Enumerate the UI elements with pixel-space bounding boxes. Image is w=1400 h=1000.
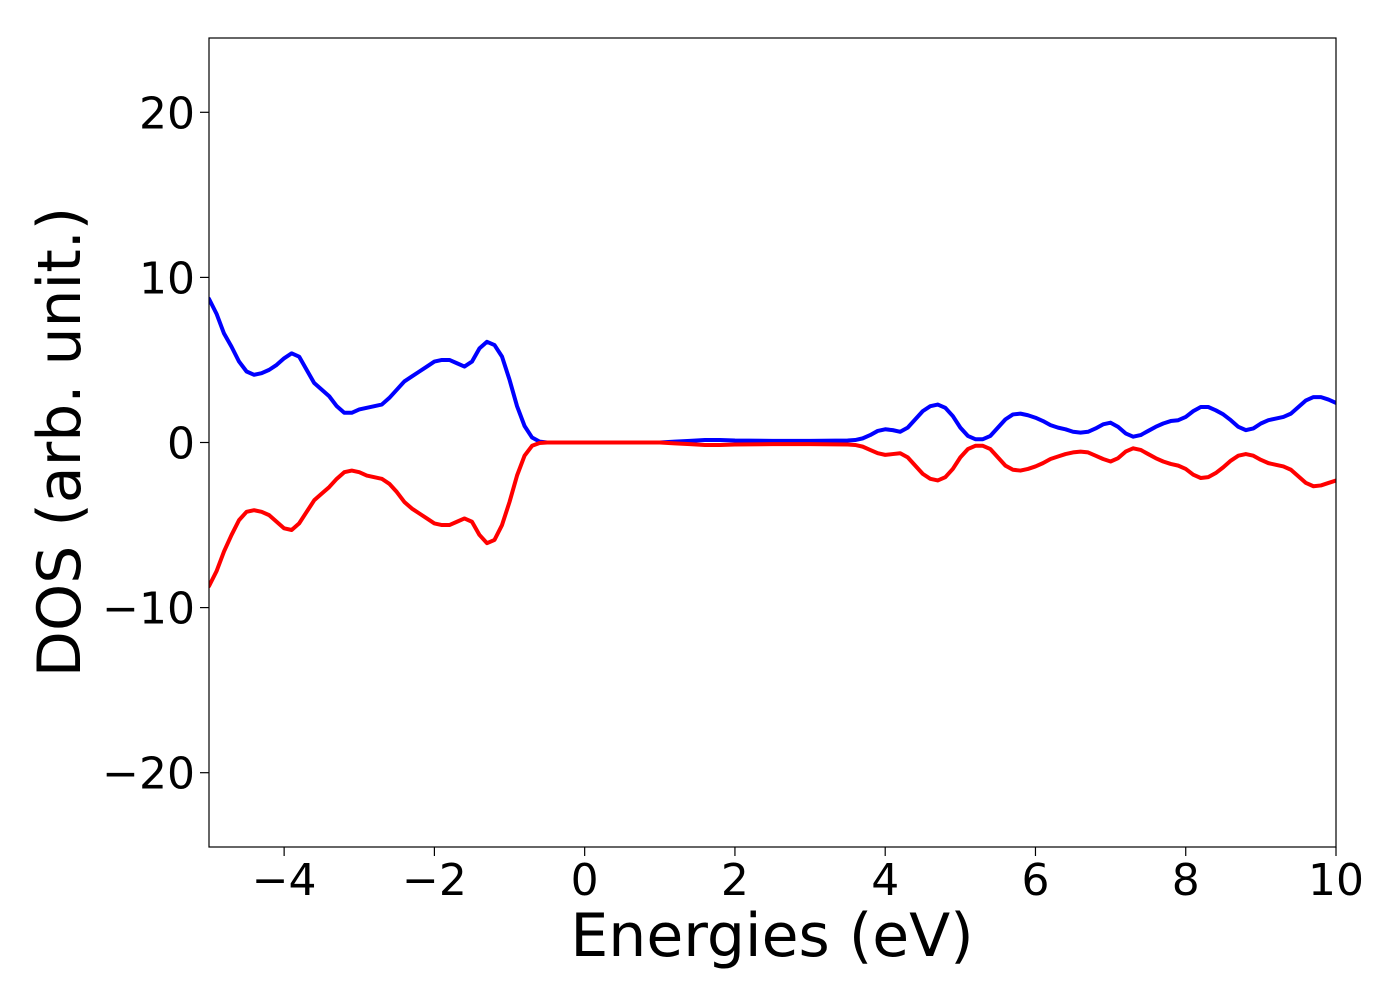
series-line-1 <box>209 296 1336 445</box>
y-tick-label: −20 <box>102 749 195 800</box>
x-tick-label: 4 <box>871 855 899 906</box>
x-tick-label: −2 <box>402 855 467 906</box>
y-tick-label: −10 <box>102 584 195 635</box>
series-line-2 <box>209 440 1336 589</box>
y-tick-label: 0 <box>167 419 195 470</box>
x-axis-label: Energies (eV) <box>570 901 973 971</box>
x-tick-label: −4 <box>252 855 317 906</box>
y-tick-label: 10 <box>139 253 195 304</box>
y-axis-ticks: −20 −10 0 10 20 <box>102 88 209 800</box>
x-tick-label: 8 <box>1172 855 1200 906</box>
x-tick-label: 0 <box>571 855 599 906</box>
x-tick-label: 2 <box>721 855 749 906</box>
series-layer <box>209 296 1336 589</box>
x-tick-label: 10 <box>1308 855 1364 906</box>
x-axis-ticks: −4 −2 0 2 4 6 8 10 <box>252 847 1364 906</box>
x-tick-label: 6 <box>1021 855 1049 906</box>
y-axis-label: DOS (arb. unit.) <box>25 207 95 677</box>
y-tick-label: 20 <box>139 88 195 139</box>
